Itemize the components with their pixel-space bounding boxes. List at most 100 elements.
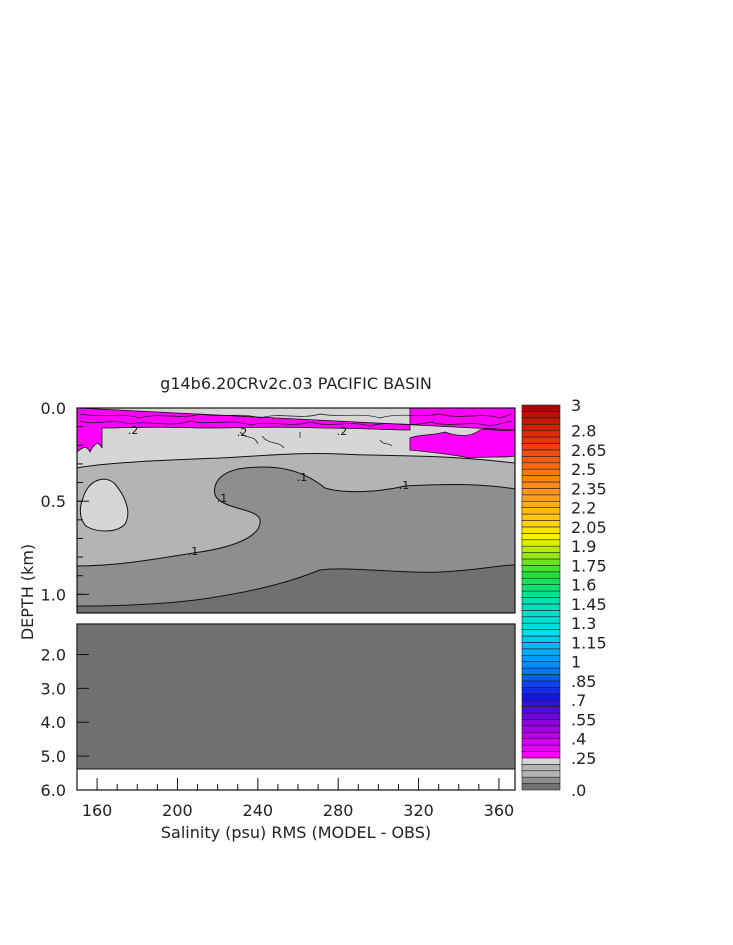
colorbar-label: 1.75 xyxy=(571,556,607,575)
x-axis-label: Salinity (psu) RMS (MODEL - OBS) xyxy=(161,823,431,842)
colorbar-segment xyxy=(521,436,561,444)
colorbar-segment xyxy=(521,423,561,431)
colorbar-segment xyxy=(521,674,561,682)
colorbar-segment xyxy=(521,680,561,688)
x-tick-label: 360 xyxy=(484,801,515,820)
colorbar-segment xyxy=(521,693,561,701)
x-tick-label: 280 xyxy=(323,801,354,820)
colorbar-segment xyxy=(521,417,561,425)
contour-band-lt-0.05 xyxy=(76,564,516,614)
colorbar-segment xyxy=(521,558,561,566)
colorbar-segment xyxy=(521,687,561,695)
colorbar-segment xyxy=(521,597,561,605)
colorbar-segment xyxy=(521,616,561,624)
contour-label: .1 xyxy=(217,492,228,505)
colorbar-label: 1 xyxy=(571,653,581,672)
colorbar-segment xyxy=(521,494,561,502)
colorbar-segment xyxy=(521,648,561,656)
contour-label: .1 xyxy=(399,479,410,492)
y-axis-label: DEPTH (km) xyxy=(18,544,37,640)
x-tick-label: 320 xyxy=(403,801,434,820)
colorbar-label: 1.3 xyxy=(571,614,596,633)
colorbar-label: 2.05 xyxy=(571,518,607,537)
colorbar-segment xyxy=(521,539,561,547)
contour-label: .1 xyxy=(188,545,199,558)
colorbar-segment xyxy=(521,507,561,515)
colorbar-label: .85 xyxy=(571,672,596,691)
colorbar-segment xyxy=(521,764,561,772)
colorbar-label: .25 xyxy=(571,749,596,768)
lower-fill-lt-0.05 xyxy=(76,623,516,770)
colorbar-label: .0 xyxy=(571,781,586,800)
lower-panel xyxy=(76,623,516,791)
contour-label: .2 xyxy=(237,426,248,439)
colorbar-segment xyxy=(521,731,561,739)
colorbar-label: 3 xyxy=(571,396,581,415)
y-tick-label: 2.0 xyxy=(41,645,66,664)
y-tick-label: 3.0 xyxy=(41,679,66,698)
x-tick-label: 200 xyxy=(162,801,193,820)
colorbar-label: 1.6 xyxy=(571,576,596,595)
colorbar-segment xyxy=(521,500,561,508)
x-axis: 160 200 240 280 320 360 xyxy=(82,778,514,820)
upper-panel xyxy=(76,407,516,614)
colorbar-segment xyxy=(521,706,561,714)
colorbar-segment xyxy=(521,488,561,496)
colorbar-segment xyxy=(521,533,561,541)
colorbar-segment xyxy=(521,712,561,720)
contour-label: .1 xyxy=(297,471,308,484)
colorbar-label: .55 xyxy=(571,710,596,729)
x-tick-label: 240 xyxy=(243,801,274,820)
colorbar-segment xyxy=(521,699,561,707)
colorbar-segment xyxy=(521,622,561,630)
colorbar-label: 1.45 xyxy=(571,595,607,614)
contour-label: .2 xyxy=(128,424,139,437)
colorbar-segment xyxy=(521,481,561,489)
colorbar-segment xyxy=(521,776,561,784)
contour-lines-surface xyxy=(79,413,513,449)
colorbar-segment xyxy=(521,526,561,534)
colorbar xyxy=(521,404,561,791)
colorbar-segment xyxy=(521,719,561,727)
colorbar-segment xyxy=(521,475,561,483)
colorbar-label: 2.5 xyxy=(571,460,596,479)
colorbar-segment xyxy=(521,404,561,412)
y-tick-label: 0.0 xyxy=(41,399,66,418)
colorbar-segment xyxy=(521,411,561,419)
y-tick-label: 4.0 xyxy=(41,713,66,732)
colorbar-segment xyxy=(521,513,561,521)
colorbar-segment xyxy=(521,783,561,791)
colorbar-segment xyxy=(521,725,561,733)
colorbar-segment xyxy=(521,565,561,573)
contour-patch-left xyxy=(79,478,129,532)
colorbar-segment xyxy=(521,751,561,759)
contour-labels: .2 .2 .2 .1 .1 .1 .1 xyxy=(128,424,410,558)
y-tick-label: 6.0 xyxy=(41,781,66,800)
colorbar-segment xyxy=(521,571,561,579)
colorbar-segment xyxy=(521,584,561,592)
colorbar-label: 2.8 xyxy=(571,422,596,441)
colorbar-segment xyxy=(521,661,561,669)
contour-band-ge-0.25 xyxy=(76,407,516,459)
colorbar-segment xyxy=(521,590,561,598)
y-tick-label: 5.0 xyxy=(41,747,66,766)
colorbar-segment xyxy=(521,635,561,643)
colorbar-segment xyxy=(521,667,561,675)
colorbar-segment xyxy=(521,642,561,650)
y-axis: 0.0 0.5 1.0 2.0 3.0 4.0 5.0 6.0 xyxy=(41,399,89,800)
colorbar-segment xyxy=(521,443,561,451)
colorbar-segment xyxy=(521,629,561,637)
colorbar-segment xyxy=(521,577,561,585)
colorbar-label: 2.35 xyxy=(571,479,607,498)
colorbar-segment xyxy=(521,654,561,662)
colorbar-labels: 32.82.652.52.352.22.051.91.751.61.451.31… xyxy=(571,396,607,800)
colorbar-segment xyxy=(521,738,561,746)
colorbar-label: 2.2 xyxy=(571,499,596,518)
colorbar-label: 1.9 xyxy=(571,537,596,556)
y-tick-label: 1.0 xyxy=(41,585,66,604)
colorbar-segment xyxy=(521,757,561,765)
x-tick-label: 160 xyxy=(82,801,113,820)
colorbar-segment xyxy=(521,552,561,560)
colorbar-segment xyxy=(521,603,561,611)
colorbar-segment xyxy=(521,770,561,778)
